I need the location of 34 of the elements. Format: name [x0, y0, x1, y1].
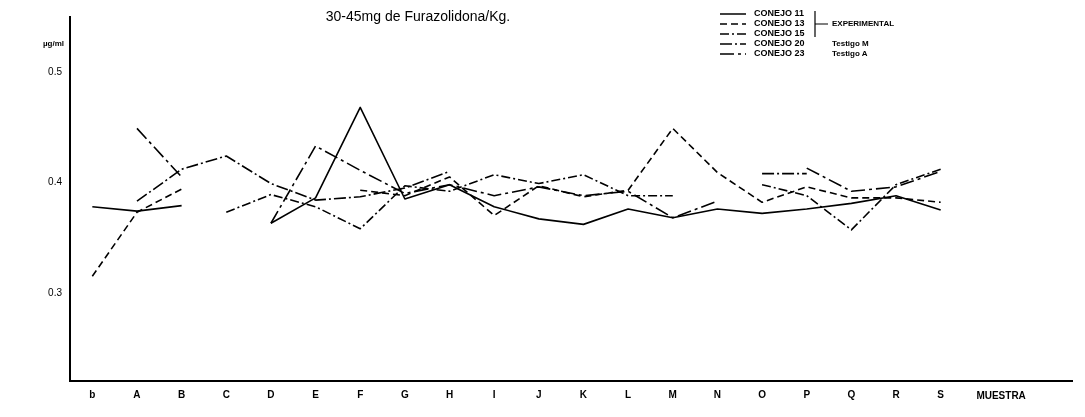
- x-tick-label: F: [357, 388, 364, 400]
- annotation: EXPERIMENTAL: [832, 19, 895, 29]
- x-tick-label: C: [222, 388, 230, 400]
- x-axis-title: MUESTRA: [976, 389, 1026, 401]
- legend-label: CONEJO 23: [754, 48, 805, 59]
- chart-title: 30-45mg de Furazolidona/Kg.: [325, 7, 511, 24]
- x-tick-label: S: [937, 388, 945, 400]
- annotation: Testigo M: [832, 39, 870, 49]
- legend-label: CONEJO 15: [754, 28, 805, 39]
- x-tick-label: K: [579, 388, 588, 400]
- y-tick-label: 0.4: [48, 176, 63, 188]
- x-tick-label: Q: [847, 388, 856, 400]
- x-tick-label: D: [267, 388, 275, 400]
- x-tick-label: G: [400, 388, 409, 400]
- y-axis-title: µg/ml: [42, 39, 64, 49]
- x-tick-label: R: [892, 388, 901, 400]
- x-tick-label: P: [803, 388, 811, 400]
- x-tick-label: b: [89, 388, 96, 400]
- x-tick-label: A: [133, 388, 141, 400]
- y-tick-label: 0.5: [48, 65, 63, 77]
- x-tick-label: L: [625, 388, 632, 400]
- x-tick-label: E: [312, 388, 320, 400]
- x-tick-label: M: [668, 388, 677, 400]
- x-tick-label: O: [758, 388, 767, 400]
- x-tick-label: J: [536, 388, 542, 400]
- x-tick-label: H: [445, 388, 454, 400]
- legend-label: CONEJO 11: [754, 8, 805, 19]
- legend-label: CONEJO 13: [754, 18, 805, 29]
- annotation: Testigo A: [832, 49, 868, 59]
- x-tick-label: N: [713, 388, 722, 400]
- legend-label: CONEJO 20: [754, 38, 805, 49]
- x-tick-label: I: [492, 388, 496, 400]
- y-tick-label: 0.3: [48, 286, 63, 298]
- x-tick-label: B: [178, 388, 186, 400]
